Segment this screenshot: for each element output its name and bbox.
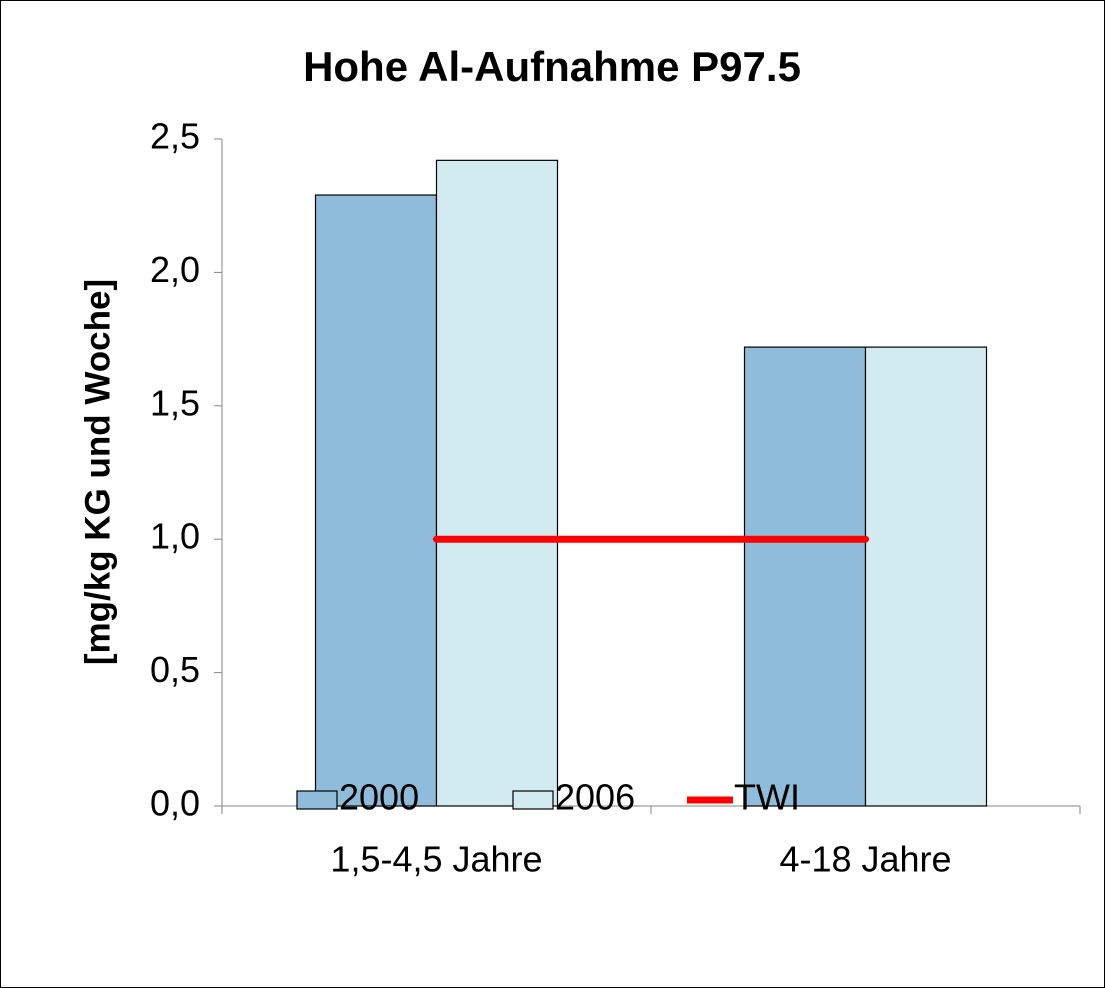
legend-label: TWI xyxy=(734,777,800,818)
chart-title: Hohe Al-Aufnahme P97.5 xyxy=(303,43,801,90)
legend-label: 2000 xyxy=(339,777,419,818)
legend-label: 2006 xyxy=(555,777,635,818)
bar xyxy=(314,194,438,807)
y-tick-label: 2,5 xyxy=(150,116,200,157)
y-tick-label: 1,0 xyxy=(150,516,200,557)
bar xyxy=(864,346,988,807)
bar xyxy=(435,159,559,807)
x-tick-label: 1,5-4,5 Jahre xyxy=(330,839,542,880)
y-tick-label: 0,0 xyxy=(150,783,200,824)
y-tick-label: 1,5 xyxy=(150,382,200,423)
y-tick-label: 0,5 xyxy=(150,649,200,690)
x-tick-label: 4-18 Jahre xyxy=(779,839,951,880)
y-tick-label: 2,0 xyxy=(150,249,200,290)
legend-swatch xyxy=(296,790,338,810)
y-axis-label: [mg/kg KG und Woche] xyxy=(78,279,117,665)
bar xyxy=(743,346,867,807)
legend-swatch xyxy=(512,790,554,810)
